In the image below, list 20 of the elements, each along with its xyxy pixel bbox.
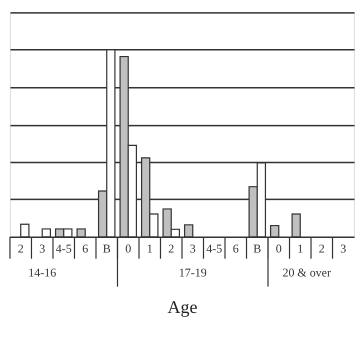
text: 14-16 — [28, 266, 56, 280]
x-tick-label: 0 — [125, 242, 132, 256]
text: 20 & over — [282, 266, 331, 280]
x-tick-label: 2 — [318, 242, 325, 256]
x-tick-label: 3 — [39, 242, 46, 256]
x-axis-title: Age — [168, 297, 198, 318]
x-tick-label: 1 — [146, 242, 153, 256]
x-tick-label: 2 — [168, 242, 174, 256]
x-tick-label: B — [102, 242, 111, 256]
x-tick-label: 1 — [297, 242, 304, 256]
x-tick-label: 4-5 — [56, 242, 72, 256]
x-tick-label: 3 — [340, 242, 346, 256]
x-tick-label: 3 — [190, 242, 196, 256]
x-tick-label: 6 — [232, 242, 239, 256]
text: 17-19 — [178, 266, 207, 280]
x-tick-label: B — [253, 242, 262, 256]
x-tick-label: 4-5 — [206, 242, 222, 256]
x-tick-label: 0 — [276, 242, 282, 256]
x-tick-label: 2 — [18, 242, 24, 256]
x-tick-label: 6 — [82, 242, 88, 256]
